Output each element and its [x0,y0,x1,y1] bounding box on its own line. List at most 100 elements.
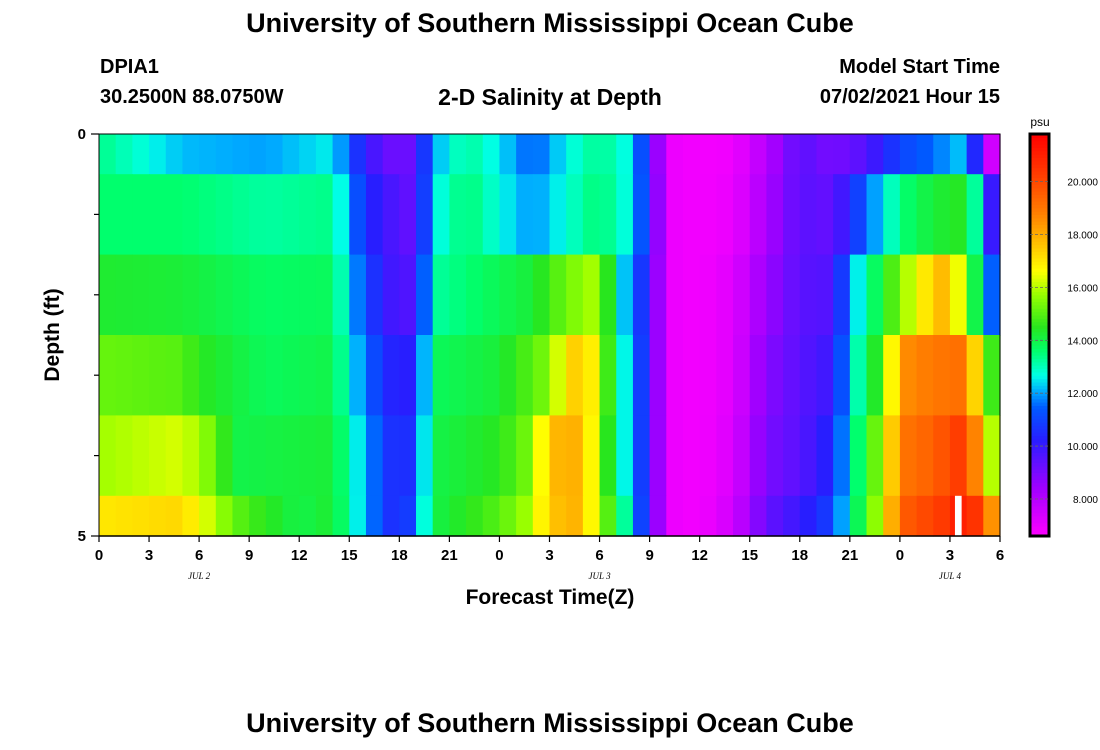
heatmap-cell [182,174,200,256]
heatmap-cell [933,174,951,256]
heatmap-cell [516,174,534,256]
heatmap-cell [399,495,417,537]
heatmap-cell [315,495,334,537]
x-tick-label: 9 [645,547,653,564]
heatmap-cell [182,495,200,537]
colorbar-segment [1030,408,1049,413]
station-coordinates: 30.2500N 88.0750W [100,86,284,108]
colorbar-segment [1030,415,1049,420]
heatmap-cell [699,254,717,336]
heatmap-cell [933,254,951,336]
heatmap-cell [632,174,651,256]
colorbar-frame [1028,132,1051,538]
heatmap-cell [432,174,450,256]
heatmap-cell [349,134,367,175]
heatmap-cell [165,495,184,537]
heatmap-cell [332,174,350,256]
heatmap-cell [866,254,884,336]
colorbar-segment [1030,358,1049,363]
heatmap-cell [299,174,317,256]
heatmap-cell [99,134,117,175]
colorbar-segment [1030,505,1049,510]
heatmap-cell [716,335,734,416]
colorbar-segment [1030,345,1049,349]
heatmap-cell [532,495,551,537]
colorbar-segment [1030,157,1049,162]
colorbar-segment [1030,495,1049,500]
colorbar-segment [1030,190,1049,195]
heatmap-cell [149,335,167,416]
colorbar-segment [1030,308,1049,313]
colorbar-tick-label: 10.000 [1067,442,1098,453]
colorbar-segment [1030,278,1049,282]
colorbar-segment [1030,160,1049,165]
heatmap-cell [466,335,484,416]
day-label: JUL 3 [589,571,612,581]
heatmap-cell [149,254,167,336]
heatmap-cell [599,174,617,256]
heatmap-cell [916,134,934,175]
heatmap-cell [215,495,234,537]
heatmap-cell [516,415,534,497]
colorbar-segment [1030,381,1049,386]
colorbar-segment [1030,244,1049,249]
colorbar-segment [1030,194,1049,199]
colorbar-segment [1030,469,1049,473]
heatmap-cell [582,415,601,497]
colorbar-segment [1030,519,1049,524]
heatmap-cell [382,134,400,175]
colorbar-segment [1030,395,1049,400]
heatmap-cell [232,254,250,336]
heatmap-cell [332,134,350,175]
heatmap-cell [199,415,217,497]
colorbar-tick-label: 14.000 [1067,336,1098,347]
colorbar-segment [1030,422,1049,427]
colorbar-segment [1030,227,1049,232]
colorbar-segment [1030,251,1049,256]
colorbar-segment [1030,137,1049,142]
heatmap-cell [349,254,367,336]
heatmap-cell [199,335,217,416]
heatmap-cell [849,174,868,256]
heatmap-cell [666,254,684,336]
heatmap-cell [149,134,167,175]
colorbar-segment [1030,428,1049,433]
heatmap-cell [749,415,768,497]
x-axis-label: Forecast Time(Z) [466,586,635,609]
heatmap-cell [766,174,784,256]
colorbar-segment [1030,221,1049,226]
colorbar-segment [1030,445,1049,450]
heatmap-cell [699,495,717,537]
colorbar-segment [1030,455,1049,460]
heatmap-cell [766,254,784,336]
heatmap-cell [682,335,701,416]
heatmap-cell [132,415,150,497]
heatmap-cell [482,335,501,416]
x-tick-label: 6 [595,547,603,564]
colorbar-segment [1030,257,1049,262]
heatmap-cell [499,415,517,497]
colorbar-gradient [1030,134,1049,537]
heatmap-cell [416,134,434,175]
heatmap-cell [582,495,601,537]
heatmap-cell [349,415,367,497]
heatmap-cell [899,495,918,537]
heatmap-cell [315,174,334,256]
heatmap-cell [399,174,417,256]
heatmap-cell [365,335,384,416]
x-tick-label: 9 [245,547,253,564]
heatmap-cell [866,134,884,175]
heatmap-cell [566,174,584,256]
heatmap-cell [449,134,467,175]
colorbar-segment [1030,164,1049,169]
colorbar-segment [1030,291,1049,296]
heatmap-cell [482,134,501,175]
heatmap-cell [499,174,517,256]
colorbar-segment [1030,348,1049,353]
y-tick-label: 0 [78,126,86,143]
colorbar-segment [1030,144,1049,148]
colorbar-segment [1030,217,1049,222]
heatmap-cell [416,495,434,537]
colorbar-segment [1030,485,1049,490]
heatmap-cell [466,495,484,537]
